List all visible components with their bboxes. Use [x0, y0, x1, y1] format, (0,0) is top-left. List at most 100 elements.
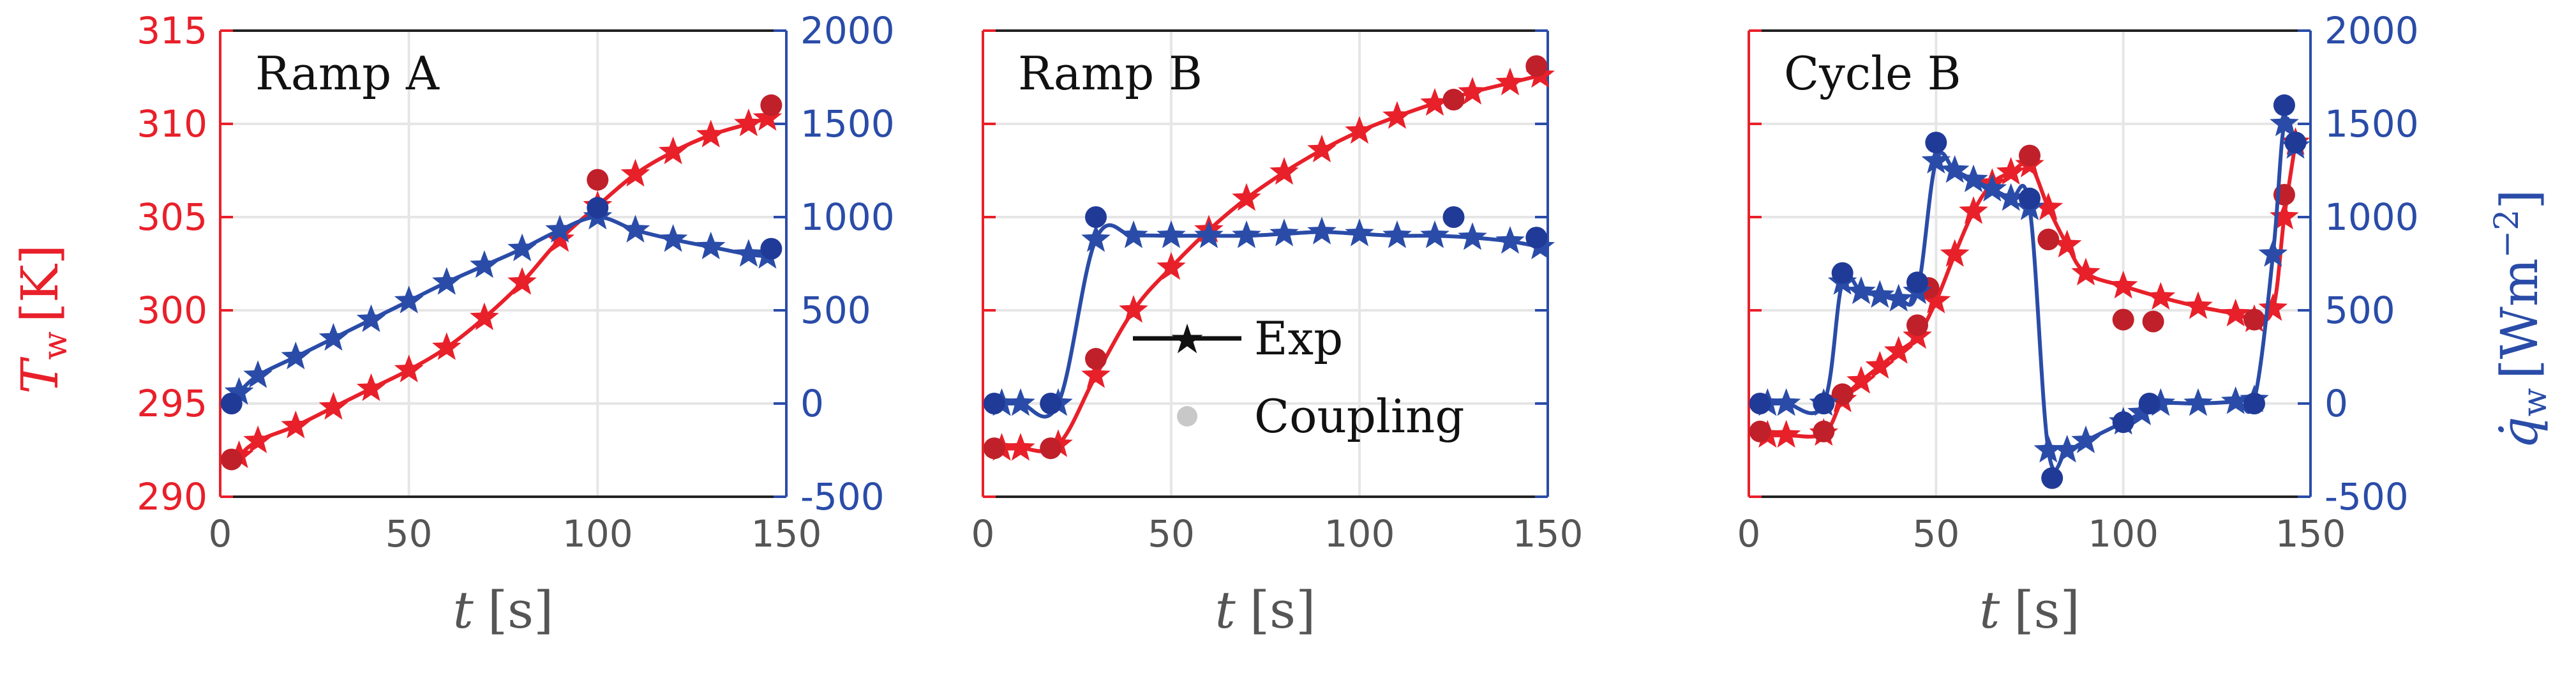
panel-label-ramp-b: Ramp B: [1018, 47, 1202, 100]
x-tick-label: 100: [562, 512, 633, 555]
data-point-star: [2052, 435, 2082, 463]
right-tick-label: 1000: [800, 195, 895, 239]
data-point-circle: [2142, 310, 2164, 333]
data-point-circle: [2112, 411, 2134, 434]
left-tick-label: 300: [137, 289, 207, 332]
data-point-star: [658, 224, 688, 252]
data-point-circle: [2138, 393, 2160, 414]
left-tick-label: 290: [137, 475, 207, 518]
data-point-star: [1495, 226, 1525, 254]
panel-cycle-b: 0 50 100 150 t [s] -500 0 500 1000 1500 2000 Cycle B: [1737, 9, 2419, 640]
x-tick-label: 150: [1513, 512, 1584, 555]
data-point-circle: [1906, 314, 1928, 336]
svg-text:Tw[K]: Tw[K]: [10, 245, 75, 394]
data-point-star: [2258, 239, 2288, 267]
data-point-star: [2183, 388, 2213, 416]
right-tick-label: 500: [2325, 289, 2395, 332]
data-point-star: [2183, 291, 2213, 319]
series-tw-coupling: [220, 94, 783, 471]
data-point-star: [696, 119, 726, 147]
data-point-star: [545, 224, 574, 252]
data-point-star: [507, 267, 537, 295]
data-point-star: [734, 109, 763, 137]
data-point-star: [1382, 101, 1412, 129]
right-tick-label: 1500: [2325, 102, 2419, 146]
legend-exp-star-icon: ★: [1169, 316, 1205, 363]
series-tw-exp: [224, 103, 783, 469]
data-point-star: [2270, 109, 2299, 137]
data-point-star: [1157, 252, 1186, 280]
data-point-star: [318, 322, 348, 351]
data-point-circle: [1831, 262, 1853, 284]
x-tick-label: 50: [1912, 512, 1959, 555]
data-point-circle: [2273, 94, 2295, 116]
legend-exp-label: Exp: [1254, 312, 1343, 365]
data-point-star: [1119, 295, 1148, 323]
data-point-star: [2071, 257, 2100, 285]
data-point-circle: [1925, 132, 1947, 154]
data-point-star: [394, 354, 424, 382]
series-qw-coupling: [983, 206, 1548, 414]
data-point-star: [1420, 87, 1449, 116]
data-point-star: [394, 285, 424, 314]
series-qw-exp: [987, 216, 1555, 419]
data-point-star: [1771, 419, 1801, 448]
right-tick-label: 0: [2325, 382, 2348, 425]
data-point-circle: [220, 448, 243, 471]
data-point-star: [432, 332, 461, 360]
left-tick-label: 305: [137, 195, 207, 239]
data-point-circle: [220, 393, 243, 414]
data-point-star: [620, 215, 650, 243]
data-point-star: [1307, 216, 1337, 245]
data-point-circle: [1442, 89, 1465, 111]
data-point-circle: [1749, 420, 1771, 442]
data-point-star: [2108, 271, 2138, 299]
data-point-star: [1081, 224, 1111, 252]
data-point-star: [1921, 285, 1951, 314]
x-axis-title: t [s]: [453, 580, 554, 640]
data-point-circle: [1040, 437, 1062, 460]
data-point-star: [356, 304, 386, 332]
data-point-circle: [1749, 393, 1771, 414]
data-point-star: [2146, 282, 2176, 310]
right-axis-title: q̇w[Wm−2]: [2488, 190, 2554, 450]
data-point-circle: [1085, 347, 1107, 370]
data-point-star: [696, 231, 726, 260]
x-tick-label: 50: [386, 512, 433, 555]
data-point-circle: [2284, 132, 2307, 154]
data-point-star: [1940, 239, 1970, 267]
x-tick-label: 50: [1148, 512, 1195, 555]
legend-coupling-circle-icon: [1177, 406, 1197, 427]
data-point-star: [1771, 388, 1801, 416]
data-point-star: [1420, 220, 1449, 248]
data-point-star: [281, 342, 311, 370]
data-point-star: [281, 411, 311, 439]
x-tick-label: 100: [2088, 512, 2159, 555]
panel-ramp-b: 0 50 100 150 t [s] Ramp B: [971, 29, 1584, 640]
data-point-star: [243, 360, 273, 388]
data-point-circle: [760, 238, 783, 260]
data-point-star: [1307, 134, 1337, 163]
data-point-star: [658, 136, 688, 165]
series-qw-coupling: [220, 197, 783, 414]
data-point-star: [1865, 351, 1895, 379]
data-point-star: [1940, 155, 1970, 183]
data-point-star: [1977, 174, 2007, 202]
data-point-circle: [2243, 308, 2265, 331]
data-point-circle: [1085, 206, 1107, 228]
data-point-star: [2033, 435, 2063, 463]
x-tick-label: 0: [971, 512, 995, 555]
data-point-star: [1959, 164, 1988, 192]
data-point-circle: [2019, 144, 2041, 167]
data-point-star: [1345, 218, 1374, 246]
right-tick-label: 1500: [800, 102, 895, 146]
data-point-star: [753, 103, 783, 131]
legend: ★ Exp Coupling: [1133, 312, 1464, 443]
data-point-circle: [1525, 227, 1548, 249]
x-tick-label: 150: [2275, 512, 2346, 555]
data-point-star: [620, 158, 650, 187]
data-point-star: [734, 239, 763, 267]
x-axis-title: t [s]: [1215, 580, 1316, 640]
data-point-star: [2270, 202, 2299, 230]
data-point-star: [2146, 388, 2176, 416]
